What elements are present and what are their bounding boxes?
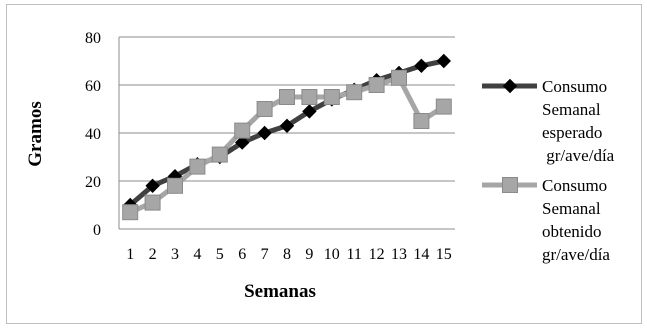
x-tick-label: 12 (369, 246, 385, 263)
y-tick-label: 40 (85, 126, 101, 143)
legend-item-2: Consumo Semanal obtenido gr/ave/día (482, 176, 610, 264)
data-point (414, 58, 429, 74)
y-tick-labels: 0 20 40 60 80 (85, 30, 101, 239)
legend-label: Consumo (542, 176, 607, 195)
legend-label: Semanal (542, 100, 601, 119)
data-point (189, 158, 206, 175)
data-point (279, 118, 295, 134)
data-point (145, 178, 160, 194)
data-point (323, 89, 340, 105)
data-point (256, 101, 273, 117)
y-tick-label: 80 (85, 30, 101, 47)
data-point (368, 77, 385, 93)
series-layer (122, 53, 452, 221)
x-tick-label: 4 (193, 246, 201, 263)
legend-label: Consumo (542, 77, 607, 96)
data-point (301, 89, 318, 105)
x-tick-label: 2 (149, 246, 157, 263)
x-tick-label: 14 (413, 246, 429, 263)
data-point (144, 194, 161, 211)
y-tick-label: 60 (85, 78, 101, 95)
legend-label: gr/ave/día (542, 146, 615, 165)
data-point (211, 146, 228, 163)
legend-label: Semanal (542, 199, 601, 218)
x-tick-label: 10 (324, 246, 340, 263)
y-tick-label: 20 (85, 174, 101, 191)
data-point (279, 89, 295, 105)
series-2 (122, 69, 452, 221)
legend-swatch-marker (502, 78, 518, 94)
data-point (167, 177, 183, 194)
data-point (413, 113, 430, 129)
data-point (234, 135, 250, 150)
data-point (257, 125, 272, 141)
x-tick-label: 6 (238, 246, 246, 263)
data-point (436, 53, 452, 69)
data-point (391, 69, 407, 86)
legend-swatch-marker (502, 177, 518, 193)
x-tick-label: 3 (171, 246, 179, 263)
x-tick-labels: 1 2 3 4 5 6 7 8 9 10 11 12 13 14 15 (126, 246, 452, 263)
x-tick-label: 15 (436, 246, 452, 263)
x-tick-label: 13 (391, 246, 407, 263)
chart-frame (6, 4, 642, 324)
x-tick-label: 8 (283, 246, 291, 263)
x-tick-label: 7 (261, 246, 269, 263)
y-axis-title: Gramos (25, 101, 46, 166)
legend-label: gr/ave/día (542, 245, 610, 264)
legend-label: obtenido (542, 222, 602, 241)
legend-label: esperado (542, 123, 602, 142)
x-tick-label: 11 (346, 246, 361, 263)
data-point (435, 98, 452, 115)
y-tick-label: 0 (93, 222, 101, 239)
data-point (302, 104, 317, 119)
x-tick-label: 9 (305, 246, 313, 263)
x-axis-title: Semanas (244, 281, 316, 302)
legend-item-1: Consumo Semanal esperado gr/ave/día (482, 77, 615, 165)
x-tick-label: 1 (126, 246, 134, 263)
data-point (122, 204, 139, 221)
data-point (346, 84, 363, 101)
data-point (234, 122, 251, 139)
x-tick-label: 5 (216, 246, 224, 263)
